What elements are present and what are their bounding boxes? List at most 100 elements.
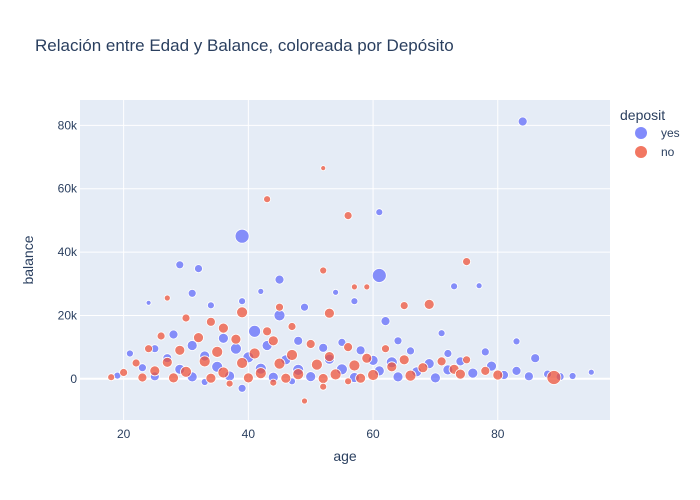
point-no[interactable] (417, 362, 429, 374)
point-no[interactable] (156, 331, 166, 341)
point-yes[interactable] (524, 371, 534, 382)
point-yes[interactable] (568, 372, 577, 380)
point-no[interactable] (323, 351, 335, 363)
point-no[interactable] (217, 322, 229, 334)
point-no[interactable] (398, 354, 410, 366)
point-yes[interactable] (248, 324, 262, 338)
point-yes[interactable] (371, 268, 387, 283)
point-yes[interactable] (375, 208, 384, 217)
point-no[interactable] (180, 365, 192, 378)
point-no[interactable] (344, 377, 353, 386)
point-no[interactable] (363, 283, 371, 291)
point-no[interactable] (350, 283, 358, 291)
point-yes[interactable] (443, 349, 453, 358)
point-no[interactable] (119, 368, 128, 377)
point-no[interactable] (436, 356, 447, 367)
legend-item-no[interactable]: no (635, 145, 675, 159)
point-no[interactable] (343, 211, 353, 221)
point-yes[interactable] (217, 332, 229, 344)
point-no[interactable] (404, 369, 417, 382)
point-yes[interactable] (450, 282, 459, 291)
point-yes[interactable] (257, 287, 265, 295)
point-yes[interactable] (480, 347, 490, 357)
point-yes[interactable] (318, 342, 329, 353)
point-no[interactable] (267, 335, 279, 347)
point-no[interactable] (205, 372, 217, 384)
point-no[interactable] (262, 326, 273, 337)
point-no[interactable] (174, 344, 186, 356)
point-no[interactable] (181, 313, 191, 323)
point-no[interactable] (462, 257, 472, 267)
point-no[interactable] (248, 347, 261, 360)
point-yes[interactable] (300, 302, 309, 312)
point-no[interactable] (236, 357, 249, 369)
point-no[interactable] (423, 298, 435, 310)
point-no[interactable] (367, 369, 380, 381)
point-no[interactable] (275, 302, 284, 312)
point-yes[interactable] (305, 371, 317, 383)
point-no[interactable] (399, 301, 409, 311)
point-no[interactable] (480, 365, 491, 376)
point-yes[interactable] (406, 346, 415, 356)
point-no[interactable] (462, 355, 472, 365)
point-no[interactable] (323, 307, 335, 319)
point-no[interactable] (168, 372, 179, 384)
point-no[interactable] (149, 365, 161, 377)
point-yes[interactable] (355, 345, 366, 356)
point-no[interactable] (137, 372, 148, 383)
legend-item-yes[interactable]: yes (635, 126, 680, 140)
point-no[interactable] (230, 333, 242, 345)
point-yes[interactable] (337, 337, 347, 347)
point-no[interactable] (329, 368, 342, 381)
point-yes[interactable] (274, 274, 285, 285)
point-no[interactable] (386, 361, 398, 373)
point-no[interactable] (317, 373, 329, 384)
point-no[interactable] (292, 368, 305, 381)
point-no[interactable] (269, 378, 278, 387)
point-no[interactable] (273, 357, 286, 370)
point-no[interactable] (280, 372, 292, 384)
point-yes[interactable] (145, 299, 152, 306)
point-yes[interactable] (234, 228, 250, 244)
point-yes[interactable] (587, 368, 595, 376)
point-no[interactable] (217, 366, 230, 379)
point-yes[interactable] (194, 264, 203, 274)
point-no[interactable] (286, 349, 298, 361)
point-no[interactable] (319, 266, 328, 275)
point-yes[interactable] (332, 288, 340, 296)
point-yes[interactable] (125, 349, 134, 358)
point-no[interactable] (193, 332, 204, 344)
point-yes[interactable] (168, 329, 179, 340)
point-no[interactable] (301, 397, 308, 405)
point-yes[interactable] (380, 316, 391, 327)
point-no[interactable] (225, 379, 234, 388)
point-yes[interactable] (467, 367, 479, 379)
point-no[interactable] (254, 367, 267, 380)
point-yes[interactable] (512, 337, 521, 346)
point-no[interactable] (355, 372, 367, 384)
point-yes[interactable] (137, 363, 147, 373)
point-yes[interactable] (437, 329, 446, 338)
point-no[interactable] (242, 372, 254, 384)
point-yes[interactable] (229, 342, 242, 355)
point-no[interactable] (198, 355, 211, 368)
point-yes[interactable] (186, 340, 198, 351)
point-yes[interactable] (237, 383, 247, 393)
point-yes[interactable] (392, 371, 404, 383)
point-yes[interactable] (517, 116, 528, 127)
point-no[interactable] (492, 369, 504, 381)
point-no[interactable] (161, 356, 173, 368)
point-no[interactable] (320, 165, 327, 172)
point-no[interactable] (454, 368, 466, 380)
point-yes[interactable] (293, 335, 304, 346)
point-yes[interactable] (238, 297, 247, 306)
point-yes[interactable] (206, 301, 215, 310)
point-yes[interactable] (393, 336, 403, 346)
point-no[interactable] (144, 344, 154, 354)
point-no[interactable] (546, 370, 562, 385)
point-no[interactable] (361, 352, 373, 364)
point-no[interactable] (236, 306, 249, 319)
point-no[interactable] (131, 358, 141, 368)
point-no[interactable] (305, 339, 316, 349)
point-yes[interactable] (187, 288, 197, 298)
